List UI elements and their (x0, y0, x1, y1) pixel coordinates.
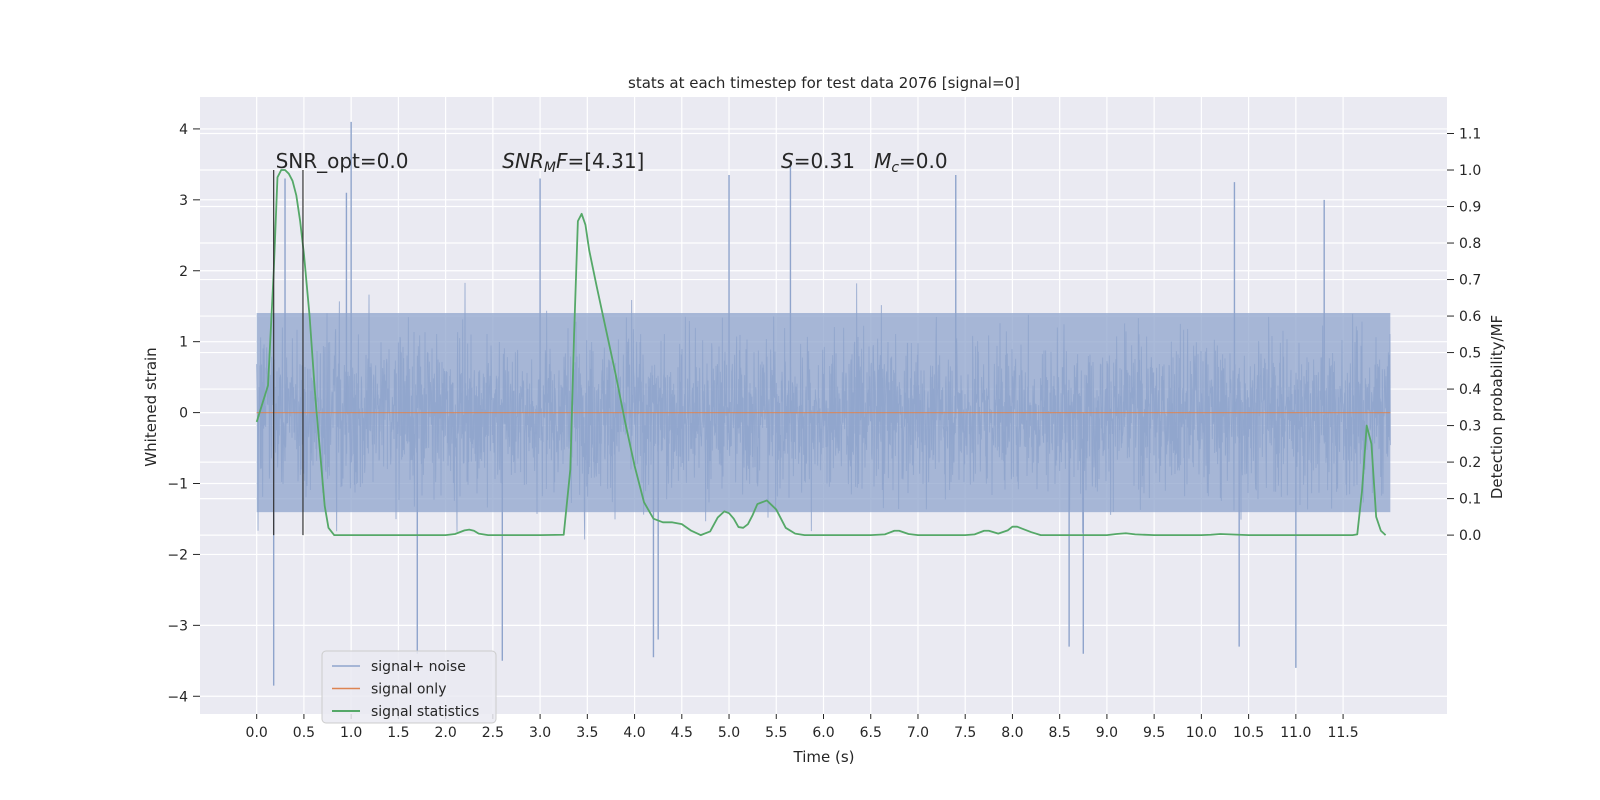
y-tick-label: 4 (179, 122, 188, 138)
y2-tick-label: 0.7 (1459, 273, 1481, 289)
series-layer (255, 121, 1391, 686)
chart-title: stats at each timestep for test data 207… (628, 74, 1020, 92)
y2-tick-label: 0.0 (1459, 528, 1481, 544)
axes: 0.0 0.5 1.0 1.5 2.0 2.5 3.0 3.5 4.0 4.5 5.0 5.5 6.0 6… (167, 122, 1481, 741)
annotation-part: c (891, 160, 899, 176)
annotation-part: M (874, 149, 891, 173)
y2-tick-label: 0.9 (1459, 200, 1481, 216)
annotation-part: =[4.31] (567, 149, 644, 173)
x-tick-label: 3.5 (576, 725, 598, 741)
x-tick-label: 4.5 (671, 725, 693, 741)
x-tick-label: 9.0 (1096, 725, 1118, 741)
annotation-part: S (781, 149, 794, 173)
x-tick-label: 0.0 (246, 725, 268, 741)
annotations: SNR_opt=0.0 SNRMF=[4.31] S=0.31 Mc=0.0 (276, 149, 948, 176)
x-tick-label: 2.5 (482, 725, 504, 741)
y2-tick-label: 1.0 (1459, 163, 1481, 179)
annotation-part: =0.31 (794, 149, 874, 173)
y2-tick-label: 0.6 (1459, 309, 1481, 325)
x-tick-label: 5.0 (718, 725, 740, 741)
y2-tick-label: 1.1 (1459, 127, 1481, 143)
y-tick-label: 1 (179, 335, 188, 351)
x-tick-label: 1.5 (387, 725, 409, 741)
x-tick-label: 5.5 (765, 725, 787, 741)
x-tick-label: 11.5 (1327, 725, 1358, 741)
annotation-text: SNR_opt=0.0 (276, 149, 409, 173)
y2-axis-label: Detection probability/MF (1488, 315, 1506, 499)
y-tick-label: −2 (167, 547, 188, 563)
annotation-part: M (544, 160, 556, 176)
y-tick-label: 0 (179, 406, 188, 422)
x-tick-label: 8.0 (1001, 725, 1023, 741)
annotation-part: =0.0 (899, 149, 948, 173)
x-tick-label: 2.0 (434, 725, 456, 741)
y-tick-label: −3 (167, 618, 188, 634)
x-tick-label: 10.5 (1233, 725, 1264, 741)
y-tick-label: 3 (179, 193, 188, 209)
series-signal-statistics (255, 169, 1387, 537)
y2-tick-label: 0.8 (1459, 236, 1481, 252)
annotation-part: F (556, 149, 568, 173)
annotation-text: SNRMF=[4.31] (502, 149, 644, 176)
legend: signal+ noise signal only signal statistic… (321, 650, 497, 724)
annotation-part: SNR (502, 149, 544, 173)
x-tick-label: 7.5 (954, 725, 976, 741)
x-tick-label: 10.0 (1186, 725, 1217, 741)
x-tick-label: 3.0 (529, 725, 551, 741)
y2-tick-label: 0.4 (1459, 382, 1481, 398)
vertical-markers (273, 170, 304, 536)
legend-label: signal statistics (371, 704, 479, 720)
x-tick-label: 4.0 (623, 725, 645, 741)
x-tick-label: 7.0 (907, 725, 929, 741)
x-tick-label: 11.0 (1280, 725, 1311, 741)
x-tick-label: 0.5 (293, 725, 315, 741)
x-tick-label: 6.0 (812, 725, 834, 741)
y2-tick-label: 0.2 (1459, 455, 1481, 471)
legend-box (321, 650, 497, 724)
x-tick-label: 6.5 (860, 725, 882, 741)
y2-tick-label: 0.3 (1459, 419, 1481, 435)
y2-tick-label: 0.5 (1459, 346, 1481, 362)
annotation-text: S=0.31 Mc=0.0 (781, 149, 948, 176)
x-tick-label: 1.0 (340, 725, 362, 741)
y-tick-label: 2 (179, 264, 188, 280)
x-axis-label: Time (s) (793, 748, 855, 766)
y-tick-label: −4 (167, 689, 188, 705)
x-tick-label: 8.5 (1049, 725, 1071, 741)
y2-tick-label: 0.1 (1459, 492, 1481, 508)
x-tick-label: 9.5 (1143, 725, 1165, 741)
legend-label: signal only (371, 682, 446, 698)
y-tick-label: −1 (167, 477, 188, 493)
legend-label: signal+ noise (371, 659, 466, 675)
y-axis-label: Whitened strain (142, 347, 160, 466)
